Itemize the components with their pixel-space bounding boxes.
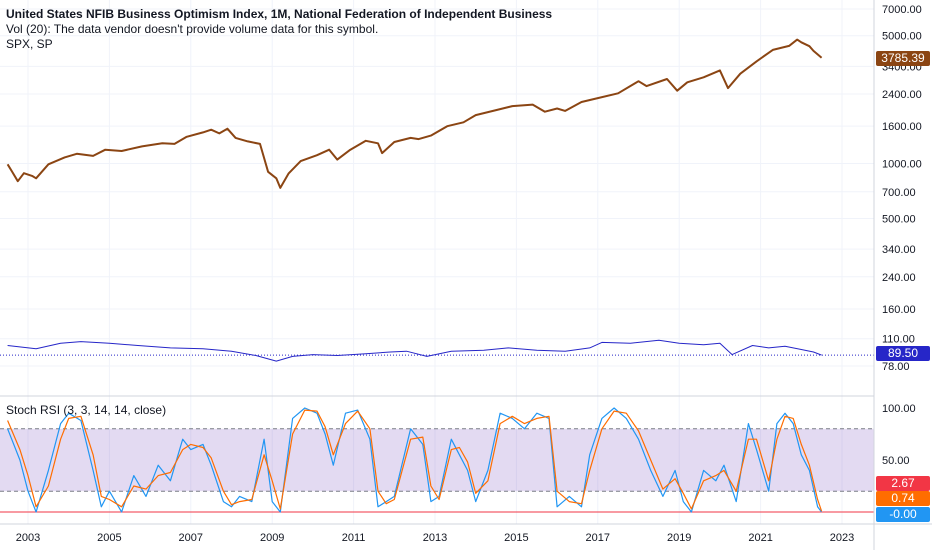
rsi-k-tag: -0.00 [876,507,930,522]
price-axis[interactable]: 7000.005000.003400.002400.001600.001000.… [882,4,922,467]
grid-lines [0,0,874,524]
chart-title: United States NFIB Business Optimism Ind… [6,7,553,21]
time-tick-label: 2023 [830,532,854,544]
rsi-d-line[interactable] [7,409,823,512]
time-tick-label: 2021 [748,532,772,544]
price-tick-label: 1000.00 [882,158,922,170]
rsi-band [0,428,874,513]
price-tick-label: 2400.00 [882,89,922,101]
nfib-last-value-tag: 89.50 [876,346,930,361]
price-tick-label: 7000.00 [882,4,922,16]
spx-last-price-tag: 3785.39 [876,51,930,66]
time-tick-label: 2011 [342,532,366,544]
rsi-tick-label: 100.00 [882,403,916,415]
price-tick-label: 500.00 [882,214,916,226]
price-tick-label: 78.00 [882,361,910,373]
rsi-band-fill [0,428,874,492]
time-tick-label: 2005 [97,532,121,544]
time-tick-label: 2009 [260,532,284,544]
time-tick-label: 2003 [16,532,40,544]
price-tick-label: 240.00 [882,272,916,284]
time-tick-label: 2015 [504,532,528,544]
price-tick-label: 1600.00 [882,121,922,133]
price-tick-label: 5000.00 [882,31,922,43]
rsi-k-line[interactable] [7,407,823,513]
series-layer [0,38,874,513]
price-tick-label: 340.00 [882,244,916,256]
spx-legend[interactable]: SPX, SP [6,37,53,51]
price-tick-label: 700.00 [882,187,916,199]
time-tick-label: 2013 [423,532,447,544]
time-tick-label: 2007 [179,532,203,544]
time-tick-label: 2019 [667,532,691,544]
rsi-extra-tag: 2.67 [876,476,930,491]
spx-series-line[interactable] [6,38,823,189]
volume-note: Vol (20): The data vendor doesn't provid… [6,22,379,36]
stoch-rsi-legend[interactable]: Stoch RSI (3, 3, 14, 14, close) [6,403,167,417]
rsi-tick-label: 50.00 [882,455,910,467]
rsi-d-tag: 0.74 [876,491,930,506]
time-axis[interactable]: 2003 2005 2007 2009 2011 2013 2015 2017 2019 2021… [16,532,854,544]
price-tick-label: 160.00 [882,304,916,316]
time-tick-label: 2017 [586,532,610,544]
price-tick-label: 110.00 [882,334,915,346]
